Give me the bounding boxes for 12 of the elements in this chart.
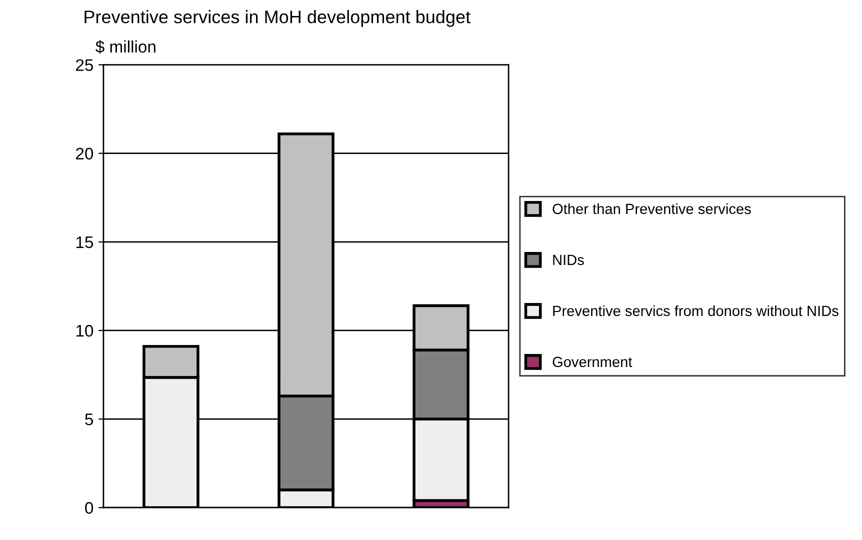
y-tick-label: 20 [76, 148, 94, 160]
legend-label: Other than Preventive services [552, 203, 751, 214]
chart-title: Preventive services in MoH development budget [84, 10, 470, 27]
legend-label: Government [552, 356, 632, 368]
y-tick-label: 15 [76, 236, 94, 248]
y-tick-label: 0 [85, 502, 94, 514]
legend-label: NIDs [553, 254, 584, 266]
y-tick-label: 25 [76, 59, 94, 72]
legend-label: Preventive servics from donors without NIDs [553, 305, 838, 316]
y-tick-label: 5 [85, 414, 94, 426]
y-axis-title: $ million [96, 40, 156, 54]
y-tick-label: 10 [76, 324, 94, 337]
